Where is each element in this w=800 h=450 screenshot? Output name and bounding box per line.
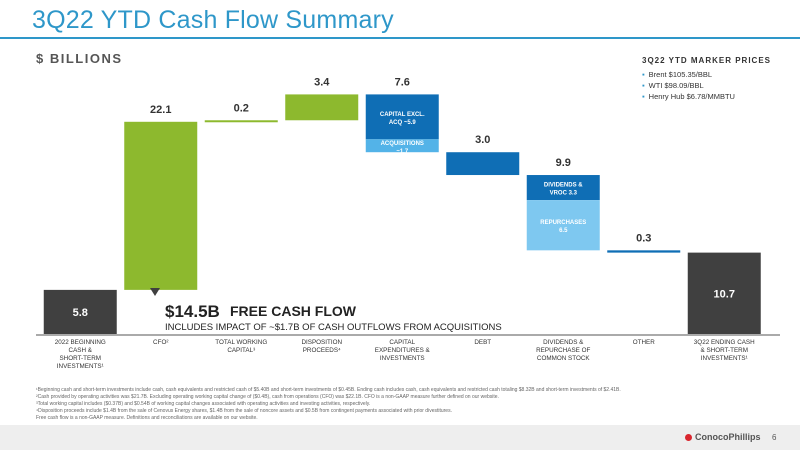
waterfall-bar-segment (526, 200, 600, 251)
category-label: CAPITAL EXPENDITURES & INVESTMENTS (375, 339, 431, 362)
segment-label: CAPITAL EXCL. ACQ ~5.9 (380, 112, 425, 126)
fcf-label: FREE CASH FLOW (230, 303, 357, 319)
segment-label-line: ACQ ~5.9 (389, 120, 417, 126)
waterfall-bar (43, 289, 117, 334)
category-label: 2022 BEGINNING CASH & SHORT-TERM INVESTMENT… (55, 339, 106, 370)
segment-label: DIVIDENDS & VROC 3.3 (544, 183, 583, 197)
segment-label-line: 6.5 (559, 228, 568, 234)
waterfall-bar (204, 120, 278, 123)
category-label: OTHER (633, 339, 655, 346)
waterfall-bar (124, 121, 198, 290)
bar-value-label: 22.1 (150, 104, 171, 116)
category-label-line: SHORT-TERM (59, 355, 101, 362)
segment-label-line: VROC 3.3 (550, 191, 578, 197)
company-logo: ConocoPhillips (685, 432, 761, 442)
bar-value-label: 3.0 (475, 134, 490, 146)
waterfall-bar (446, 152, 520, 176)
footnote: ³Total working capital includes ($0.37B)… (36, 401, 371, 407)
waterfall-bar-segment (365, 139, 439, 153)
marker-prices-panel: 3Q22 YTD MARKER PRICES Brent $105.35/BBL… (642, 56, 792, 102)
marker-price-item: WTI $98.09/BBL (642, 80, 792, 91)
category-label-line: COMMON STOCK (537, 355, 591, 362)
category-label: DEBT (474, 339, 491, 346)
segment-label-line: ~1.7 (396, 149, 409, 155)
category-label-line: OTHER (633, 339, 655, 346)
marker-prices-title: 3Q22 YTD MARKER PRICES (642, 56, 771, 65)
category-label-line: CAPITAL (389, 339, 415, 346)
footnote: ⁴Disposition proceeds include $1.4B from… (36, 408, 452, 414)
waterfall-bar-segment (526, 175, 600, 201)
segment-label-line: ACQUISITIONS (381, 141, 424, 147)
fcf-callout: $14.5B FREE CASH FLOW INCLUDES IMPACT OF… (150, 288, 502, 333)
category-label-line: CASH & (69, 347, 93, 354)
segment-label-line: CAPITAL EXCL. (380, 112, 425, 118)
segment-label: ACQUISITIONS ~1.7 (381, 141, 424, 155)
category-label: TOTAL WORKING CAPITAL³ (215, 339, 267, 354)
footnote: Free cash flow is a non-GAAP measure. De… (36, 415, 258, 421)
fcf-amount: $14.5B (165, 302, 220, 321)
waterfall-bar-segment (365, 94, 439, 140)
bar-value-label: 0.2 (234, 102, 249, 114)
logo-mark-icon (685, 434, 692, 442)
category-label: CFO² (153, 339, 168, 346)
bar-value-label: 9.9 (556, 157, 571, 169)
category-label-line: 2022 BEGINNING (55, 339, 106, 346)
category-label-line: DISPOSITION (301, 339, 342, 346)
units-label: $ BILLIONS (36, 51, 123, 66)
category-label-line: & SHORT-TERM (701, 347, 748, 354)
marker-price-item: Henry Hub $6.78/MMBTU (642, 91, 792, 102)
segment-label-line: REPURCHASES (540, 220, 586, 226)
fcf-subtext: INCLUDES IMPACT OF ~$1.7B OF CASH OUTFLO… (165, 322, 502, 333)
bar-value-label: 5.8 (73, 307, 88, 319)
category-label-line: DEBT (474, 339, 491, 346)
marker-prices-list: Brent $105.35/BBL WTI $98.09/BBL Henry H… (642, 69, 792, 102)
segment-label-line: DIVIDENDS & (544, 183, 583, 189)
logo-text: ConocoPhillips (695, 432, 761, 442)
category-label-line: DIVIDENDS & (543, 339, 584, 346)
category-label-line: CAPITAL³ (227, 347, 255, 354)
fcf-pointer (150, 288, 160, 296)
category-label: 3Q22 ENDING CASH & SHORT-TERM INVESTMENTS¹ (694, 339, 755, 362)
title-divider (0, 37, 800, 39)
bar-value-label: 0.3 (636, 232, 651, 244)
category-label-line: INVESTMENTS¹ (701, 355, 748, 362)
category-label-line: EXPENDITURES & (375, 347, 431, 354)
bar-value-label: 3.4 (314, 76, 330, 88)
category-label-line: CFO² (153, 339, 168, 346)
footer-bar (0, 425, 800, 450)
category-label-line: TOTAL WORKING (215, 339, 267, 346)
category-label-line: PROCEEDS⁴ (303, 347, 341, 354)
waterfall-bar (687, 252, 761, 334)
segment-label: REPURCHASES 6.5 (540, 220, 586, 234)
waterfall-bar (285, 94, 359, 121)
bar-value-label: 10.7 (714, 288, 735, 300)
category-label-line: REPURCHASE OF (536, 347, 590, 354)
page-title: 3Q22 YTD Cash Flow Summary (32, 6, 394, 34)
category-label-line: INVESTMENTS (380, 355, 425, 362)
waterfall-bar (607, 250, 681, 253)
bar-value-label: 7.6 (395, 76, 410, 88)
footnotes: ¹Beginning cash and short-term investmen… (36, 387, 796, 422)
category-label-line: 3Q22 ENDING CASH (694, 339, 755, 346)
category-label: DISPOSITION PROCEEDS⁴ (301, 339, 342, 354)
category-labels: 2022 BEGINNING CASH & SHORT-TERM INVESTMENT… (55, 339, 755, 370)
page-number: 6 (772, 433, 777, 442)
category-label: DIVIDENDS & REPURCHASE OF COMMON STOCK (536, 339, 590, 362)
footnote: ¹Beginning cash and short-term investmen… (36, 387, 621, 393)
category-label-line: INVESTMENTS¹ (57, 363, 104, 370)
marker-price-item: Brent $105.35/BBL (642, 69, 792, 80)
waterfall-chart: 5.8 22.1 0.2 3.4 CAPITAL EXCL. ACQ ~5.9 ACQUIS… (36, 76, 780, 370)
chart-bars: 5.8 22.1 0.2 3.4 CAPITAL EXCL. ACQ ~5.9 ACQUIS… (43, 76, 761, 334)
footnote: ²Cash provided by operating activities w… (36, 394, 499, 400)
